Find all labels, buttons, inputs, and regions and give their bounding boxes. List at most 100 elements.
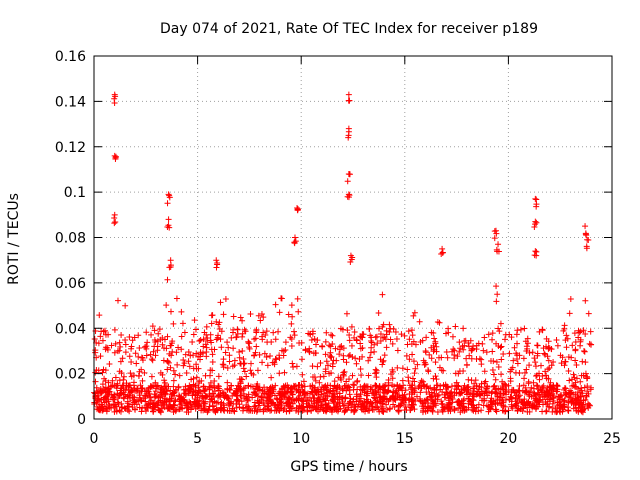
data-point bbox=[145, 400, 152, 407]
data-point bbox=[530, 392, 537, 399]
data-point bbox=[573, 407, 580, 414]
data-point bbox=[510, 357, 517, 364]
data-point bbox=[272, 301, 279, 308]
data-point bbox=[468, 347, 475, 354]
data-point bbox=[377, 393, 384, 400]
data-point bbox=[380, 357, 387, 364]
data-point bbox=[176, 372, 183, 379]
data-point bbox=[351, 328, 358, 335]
data-point bbox=[288, 405, 295, 412]
data-point bbox=[328, 370, 335, 377]
data-point bbox=[326, 342, 333, 349]
data-point bbox=[584, 383, 591, 390]
data-point bbox=[343, 310, 350, 317]
data-point bbox=[275, 328, 282, 335]
data-point bbox=[568, 354, 575, 361]
data-point bbox=[467, 389, 474, 396]
data-point bbox=[516, 383, 523, 390]
data-point bbox=[539, 372, 546, 379]
data-point bbox=[100, 366, 107, 373]
data-point bbox=[403, 352, 410, 359]
data-point bbox=[440, 382, 447, 389]
data-point bbox=[513, 331, 520, 338]
data-point bbox=[377, 356, 384, 363]
data-point bbox=[241, 326, 248, 333]
data-point bbox=[534, 350, 541, 357]
data-point bbox=[554, 342, 561, 349]
data-point bbox=[522, 338, 529, 345]
data-point bbox=[584, 375, 591, 382]
data-point bbox=[469, 346, 476, 353]
data-point bbox=[208, 312, 215, 319]
data-point bbox=[97, 407, 104, 414]
data-point bbox=[173, 295, 180, 302]
peak-point bbox=[345, 194, 352, 201]
data-point bbox=[111, 391, 118, 398]
data-point bbox=[178, 308, 185, 315]
data-point bbox=[346, 387, 353, 394]
data-point bbox=[224, 379, 231, 386]
data-point bbox=[544, 353, 551, 360]
data-point bbox=[193, 374, 200, 381]
data-point bbox=[354, 377, 361, 384]
data-point bbox=[499, 394, 506, 401]
data-point bbox=[368, 344, 375, 351]
data-point bbox=[463, 362, 470, 369]
data-point bbox=[384, 406, 391, 413]
data-point bbox=[587, 386, 594, 393]
data-point bbox=[353, 396, 360, 403]
data-point bbox=[573, 375, 580, 382]
data-point bbox=[373, 382, 380, 389]
data-point bbox=[547, 392, 554, 399]
data-point bbox=[109, 377, 116, 384]
data-point bbox=[122, 337, 129, 344]
data-point bbox=[369, 386, 376, 393]
data-point bbox=[414, 361, 421, 368]
data-point bbox=[341, 382, 348, 389]
data-point bbox=[366, 354, 373, 361]
data-point bbox=[220, 364, 227, 371]
data-point bbox=[299, 407, 306, 414]
data-point bbox=[270, 329, 277, 336]
data-point bbox=[386, 321, 393, 328]
data-point bbox=[579, 406, 586, 413]
data-point bbox=[492, 406, 499, 413]
data-point bbox=[330, 357, 337, 364]
data-point bbox=[412, 398, 419, 405]
data-point bbox=[161, 395, 168, 402]
data-point bbox=[451, 406, 458, 413]
data-point bbox=[343, 387, 350, 394]
data-point bbox=[264, 362, 271, 369]
data-point bbox=[564, 335, 571, 342]
data-point bbox=[582, 396, 589, 403]
data-point bbox=[438, 367, 445, 374]
data-point bbox=[306, 403, 313, 410]
data-point bbox=[200, 383, 207, 390]
data-point bbox=[265, 391, 272, 398]
data-point bbox=[295, 308, 302, 315]
data-point bbox=[579, 358, 586, 365]
y-tick-label: 0.12 bbox=[55, 140, 86, 156]
data-point bbox=[509, 364, 516, 371]
data-point bbox=[530, 379, 537, 386]
data-point bbox=[114, 297, 121, 304]
data-point bbox=[475, 401, 482, 408]
data-point bbox=[129, 337, 136, 344]
data-point bbox=[150, 348, 157, 355]
data-point bbox=[376, 394, 383, 401]
data-point bbox=[142, 408, 149, 415]
data-point bbox=[383, 327, 390, 334]
data-point bbox=[526, 401, 533, 408]
data-point bbox=[379, 323, 386, 330]
data-point bbox=[540, 345, 547, 352]
data-point bbox=[322, 366, 329, 373]
data-point bbox=[577, 328, 584, 335]
data-point bbox=[106, 360, 113, 367]
data-point bbox=[190, 375, 197, 382]
data-point bbox=[498, 371, 505, 378]
data-point bbox=[460, 346, 467, 353]
data-point bbox=[180, 362, 187, 369]
data-point bbox=[236, 376, 243, 383]
data-point bbox=[94, 396, 101, 403]
